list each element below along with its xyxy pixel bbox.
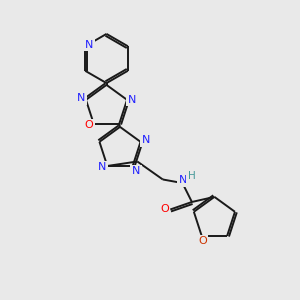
Text: O: O	[160, 204, 169, 214]
Text: N: N	[85, 40, 93, 50]
Text: N: N	[179, 176, 187, 185]
Text: N: N	[142, 135, 150, 145]
Text: N: N	[131, 167, 140, 176]
Text: N: N	[128, 95, 136, 105]
Text: N: N	[98, 163, 106, 172]
Text: O: O	[198, 236, 207, 246]
Text: H: H	[188, 171, 196, 181]
Text: O: O	[84, 121, 93, 130]
Text: N: N	[77, 93, 85, 103]
